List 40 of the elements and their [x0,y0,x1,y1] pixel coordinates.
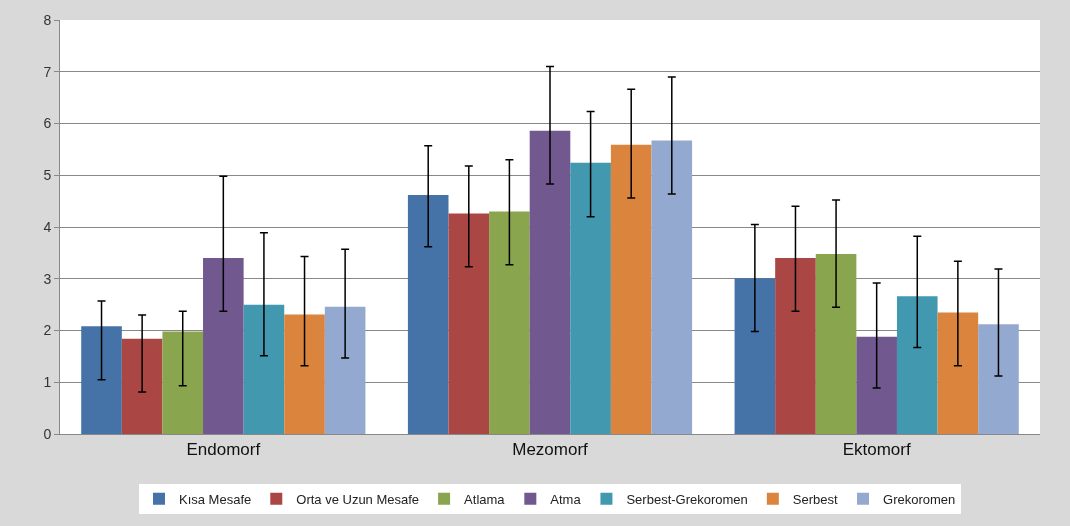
x-tick-label: Ektomorf [842,440,911,460]
bar [570,162,611,434]
bar [815,253,857,434]
y-tick-label: 8 [43,11,52,28]
bar [734,278,776,434]
y-tick-label: 6 [43,115,52,132]
bar [162,331,204,434]
bar [856,336,897,434]
y-tick-label: 5 [43,167,52,184]
y-tick-label: 0 [43,425,52,442]
y-tick-label: 7 [43,63,52,80]
bar [978,324,1019,434]
bar [775,258,816,434]
bar [203,258,244,434]
bar [243,304,285,434]
legend-label: Serbest [792,491,839,507]
bar [81,326,122,434]
y-tick-label: 1 [43,374,52,391]
legend-label: Atma [550,491,582,507]
legend-label: Serbest-Grekoromen [626,491,748,507]
y-tick-label: 3 [43,270,52,287]
x-tick-label: Mezomorf [512,440,589,460]
bar [610,144,652,434]
legend-label: Atlama [464,491,506,507]
x-tick-label: Endomorf [186,440,261,460]
bar [896,296,938,434]
legend-label: Kısa Mesafe [179,491,252,507]
bar [489,211,530,434]
legend-label: Grekoromen [883,491,956,507]
bar [529,130,571,434]
y-tick-label: 4 [43,218,52,235]
bar [324,306,366,434]
bar [407,194,449,434]
bar [937,312,979,434]
bar [284,314,325,434]
bar [651,140,693,434]
bar [121,338,163,434]
bar [448,213,490,434]
legend-label: Orta ve Uzun Mesafe [296,491,420,507]
y-tick-label: 2 [43,322,52,339]
